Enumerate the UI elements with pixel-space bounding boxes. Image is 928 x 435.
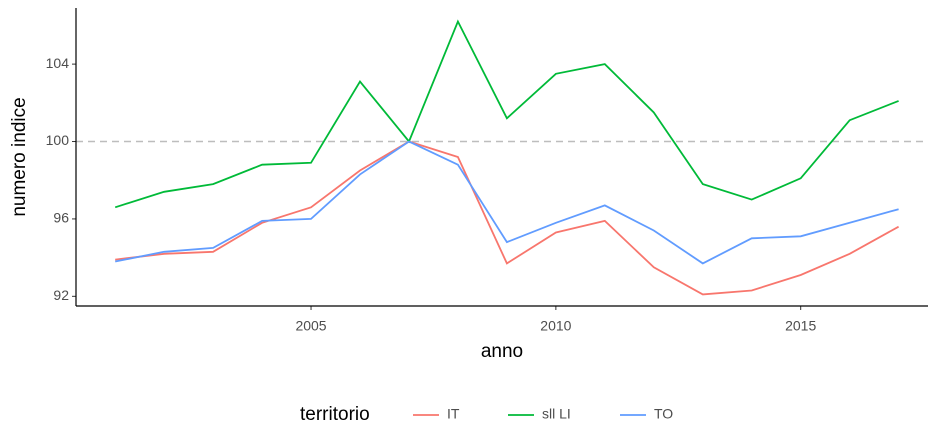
x-tick-label: 2015 (785, 318, 816, 334)
series-line (115, 140, 899, 265)
legend-label: IT (447, 406, 460, 422)
legend-label: TO (654, 406, 673, 422)
x-tick-label: 2005 (295, 318, 326, 334)
y-tick-label: 104 (46, 55, 70, 71)
legend-title: territorio (300, 404, 370, 425)
x-axis-label: anno (481, 341, 523, 362)
y-tick-label: 92 (53, 287, 69, 303)
series-line (115, 140, 900, 296)
legend-label: sll LI (542, 406, 571, 422)
x-tick-label: 2010 (540, 318, 571, 334)
series-line (114, 19, 899, 209)
y-tick-label: 100 (46, 132, 70, 148)
y-tick-label: 96 (53, 210, 69, 226)
y-axis-label: numero indice (9, 97, 30, 216)
